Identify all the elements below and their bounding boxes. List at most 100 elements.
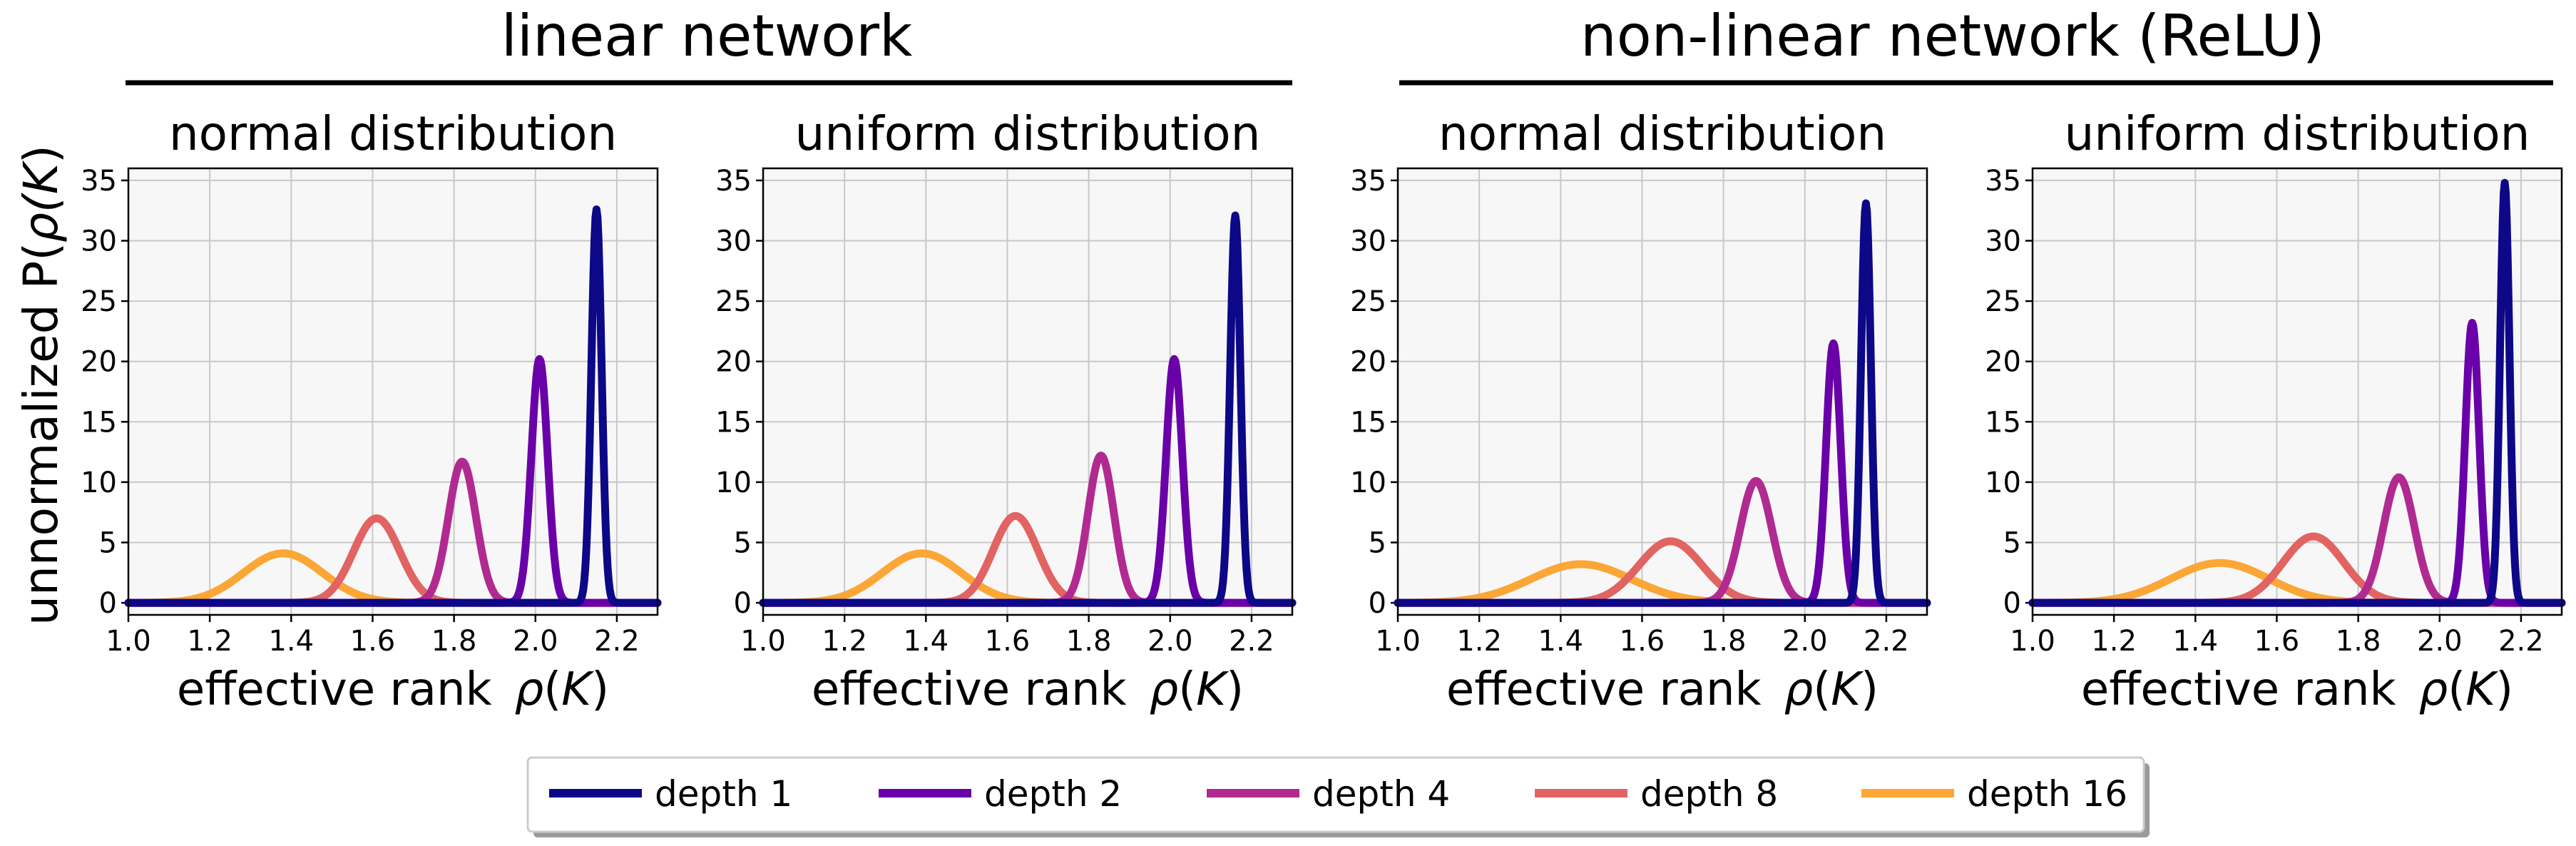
y-tick-label: 30 <box>715 225 752 258</box>
x-tick-label: 1.6 <box>2254 625 2300 658</box>
y-tick-label: 25 <box>81 285 117 318</box>
panel-3: 1.0 1.2 1.4 1.6 1.8 2.0 2.2 0 5 10 15 20 25 30 35 norma… <box>1350 106 1931 716</box>
x-tick-label: 1.2 <box>822 625 867 658</box>
x-tick-label: 2.2 <box>1864 625 1909 658</box>
series-line-depth-1 <box>2028 178 2566 607</box>
x-tick-label: 1.4 <box>903 625 949 658</box>
legend-label: depth 1 <box>655 773 792 815</box>
y-tick-label: 0 <box>1369 587 1386 620</box>
group-title-nonlinear: non-linear network (ReLU) <box>1580 3 2325 69</box>
legend-label: depth 8 <box>1640 773 1778 815</box>
x-axis-label-paren: ) <box>1226 663 1244 716</box>
y-tick-label: 5 <box>734 526 752 559</box>
plot-frame <box>762 167 1294 616</box>
x-axis-label-symbol: ρ <box>1784 663 1814 716</box>
x-tick-label: 1.0 <box>106 625 151 658</box>
series-group <box>2028 178 2566 607</box>
y-tick-label: 15 <box>1985 406 2021 439</box>
panel-title: normal distribution <box>169 106 617 161</box>
panel-1: 1.0 1.2 1.4 1.6 1.8 2.0 2.2 0 5 10 15 20 25 30 35 norma… <box>81 106 662 716</box>
legend-entry-depth-8: depth 8 <box>1535 773 1778 815</box>
x-tick-label: 2.2 <box>1229 625 1274 658</box>
y-tick-label: 30 <box>1985 225 2021 258</box>
plot-frame <box>2031 167 2563 616</box>
y-tick-label: 10 <box>81 467 117 499</box>
y-tick-label: 10 <box>1985 467 2021 499</box>
x-tick-label: 1.8 <box>1701 625 1747 658</box>
x-tick-label: 1.6 <box>350 625 396 658</box>
x-tick-label: 1.2 <box>1456 625 1502 658</box>
x-axis-label: effective rank ρ(K) <box>812 663 1244 716</box>
x-tick-label: 1.8 <box>431 625 477 658</box>
x-axis-label: effective rank ρ(K) <box>2081 663 2513 716</box>
legend-entry-depth-2: depth 2 <box>879 773 1122 815</box>
y-tick-label: 35 <box>715 165 752 198</box>
x-axis-label: effective rank ρ(K) <box>177 663 609 716</box>
x-tick-label: 1.4 <box>2172 625 2218 658</box>
x-tick-label: 2.0 <box>1782 625 1828 658</box>
y-tick-label: 35 <box>1985 165 2021 198</box>
x-tick-label: 1.0 <box>1375 625 1421 658</box>
x-tick-label: 2.0 <box>513 625 558 658</box>
panel-title: normal distribution <box>1438 106 1886 161</box>
x-tick-label: 2.0 <box>2417 625 2463 658</box>
y-tick-label: 5 <box>99 526 117 559</box>
x-axis-label-arg: K <box>1831 663 1864 716</box>
legend-entry-depth-16: depth 16 <box>1861 773 2127 815</box>
group-title-linear: linear network <box>501 3 913 69</box>
y-tick-label: 15 <box>1350 406 1386 439</box>
legend-label: depth 4 <box>1312 773 1450 815</box>
panel-2: 1.0 1.2 1.4 1.6 1.8 2.0 2.2 0 5 10 15 20 25 30 35 unifo… <box>715 106 1297 716</box>
plot-frame <box>1396 167 1928 616</box>
y-tick-label: 20 <box>715 346 752 379</box>
x-tick-label: 1.4 <box>1538 625 1583 658</box>
y-tick-label: 0 <box>2003 587 2021 620</box>
legend-label: depth 2 <box>984 773 1122 815</box>
y-tick-label: 15 <box>715 406 752 439</box>
plot-area <box>763 168 1292 615</box>
y-tick-label: 20 <box>81 346 117 379</box>
x-axis-label-text: effective rank <box>812 663 1150 716</box>
x-axis-label-symbol: ρ <box>2419 663 2448 716</box>
panels: 1.0 1.2 1.4 1.6 1.8 2.0 2.2 0 5 10 15 20 25 30 35 norma… <box>81 106 2566 716</box>
y-tick-label: 10 <box>715 467 752 499</box>
x-axis-label-arg: K <box>1196 663 1230 716</box>
x-axis-label-symbol: ρ <box>515 663 544 716</box>
x-tick-label: 2.2 <box>594 625 640 658</box>
legend-entry-depth-1: depth 1 <box>549 773 792 815</box>
series-group <box>759 211 1297 607</box>
y-tick-label: 5 <box>2003 526 2021 559</box>
legend-entry-depth-4: depth 4 <box>1207 773 1450 815</box>
x-tick-label: 1.8 <box>1066 625 1112 658</box>
y-tick-label: 35 <box>1350 165 1386 198</box>
x-axis-label-paren: ( <box>1813 663 1831 716</box>
x-axis-label-paren: ) <box>2495 663 2513 716</box>
legend: depth 1 depth 2 depth 4 depth 8 depth 16 <box>526 756 2150 837</box>
x-tick-label: 1.0 <box>2010 625 2055 658</box>
x-axis-label-text: effective rank <box>2081 663 2419 716</box>
y-tick-label: 30 <box>1350 225 1386 258</box>
x-tick-label: 1.8 <box>2336 625 2381 658</box>
plot-area <box>128 168 658 615</box>
y-tick-label: 15 <box>81 406 117 439</box>
x-axis-label-symbol: ρ <box>1150 663 1179 716</box>
y-tick-label: 20 <box>1985 346 2021 379</box>
x-axis-label: effective rank ρ(K) <box>1446 663 1879 716</box>
x-tick-label: 2.0 <box>1148 625 1193 658</box>
x-axis-label-text: effective rank <box>1446 663 1784 716</box>
y-tick-label: 0 <box>99 587 117 620</box>
panel-4: 1.0 1.2 1.4 1.6 1.8 2.0 2.2 0 5 10 15 20 25 30 35 unifo… <box>1985 106 2566 716</box>
x-axis-label-paren: ( <box>2448 663 2465 716</box>
x-axis-label-paren: ) <box>591 663 609 716</box>
x-axis-label-arg: K <box>2465 663 2499 716</box>
legend-items: depth 1 depth 2 depth 4 depth 8 depth 16 <box>549 773 2127 815</box>
legend-box <box>526 756 2145 833</box>
x-tick-label: 1.6 <box>985 625 1031 658</box>
series-group <box>1394 199 1931 607</box>
x-tick-label: 1.4 <box>268 625 314 658</box>
legend-label: depth 16 <box>1967 773 2127 815</box>
x-tick-label: 1.2 <box>2091 625 2137 658</box>
x-axis-label-text: effective rank <box>177 663 515 716</box>
panel-title: uniform distribution <box>2065 106 2530 161</box>
